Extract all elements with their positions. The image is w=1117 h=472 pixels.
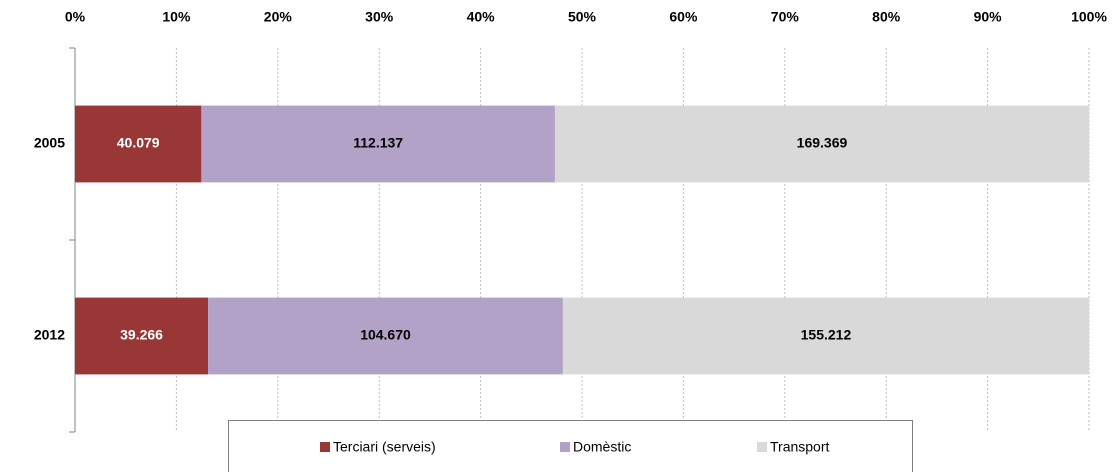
data-label: 104.670	[360, 327, 411, 343]
x-tick-label: 50%	[568, 9, 597, 25]
data-label: 155.212	[801, 327, 852, 343]
bar-segment	[201, 105, 555, 183]
bar-segment	[75, 297, 209, 375]
legend-swatch	[560, 442, 570, 452]
bar-segment	[554, 105, 1089, 183]
x-tick-label: 10%	[162, 9, 191, 25]
bar-segment	[75, 105, 202, 183]
x-tick-label: 70%	[771, 9, 800, 25]
x-tick-label: 90%	[974, 9, 1003, 25]
x-tick-label: 0%	[65, 9, 86, 25]
legend-swatch	[320, 442, 330, 452]
legend-label: Domèstic	[573, 439, 631, 455]
y-tick-label: 2005	[34, 135, 65, 151]
bar-segment	[562, 297, 1089, 375]
data-label: 112.137	[353, 135, 403, 151]
legend-label: Transport	[770, 439, 830, 455]
bar-segment	[208, 297, 563, 375]
data-label: 169.369	[797, 135, 848, 151]
data-label: 39.266	[120, 327, 163, 343]
legend-swatch	[757, 442, 767, 452]
data-label: 40.079	[117, 135, 160, 151]
x-tick-label: 80%	[872, 9, 901, 25]
y-tick-label: 2012	[34, 327, 65, 343]
x-tick-label: 100%	[1071, 9, 1107, 25]
x-tick-label: 20%	[264, 9, 293, 25]
x-tick-label: 40%	[467, 9, 496, 25]
x-tick-label: 30%	[365, 9, 394, 25]
legend-box	[228, 420, 913, 472]
legend-label: Terciari (serveis)	[333, 439, 436, 455]
x-tick-label: 60%	[669, 9, 698, 25]
